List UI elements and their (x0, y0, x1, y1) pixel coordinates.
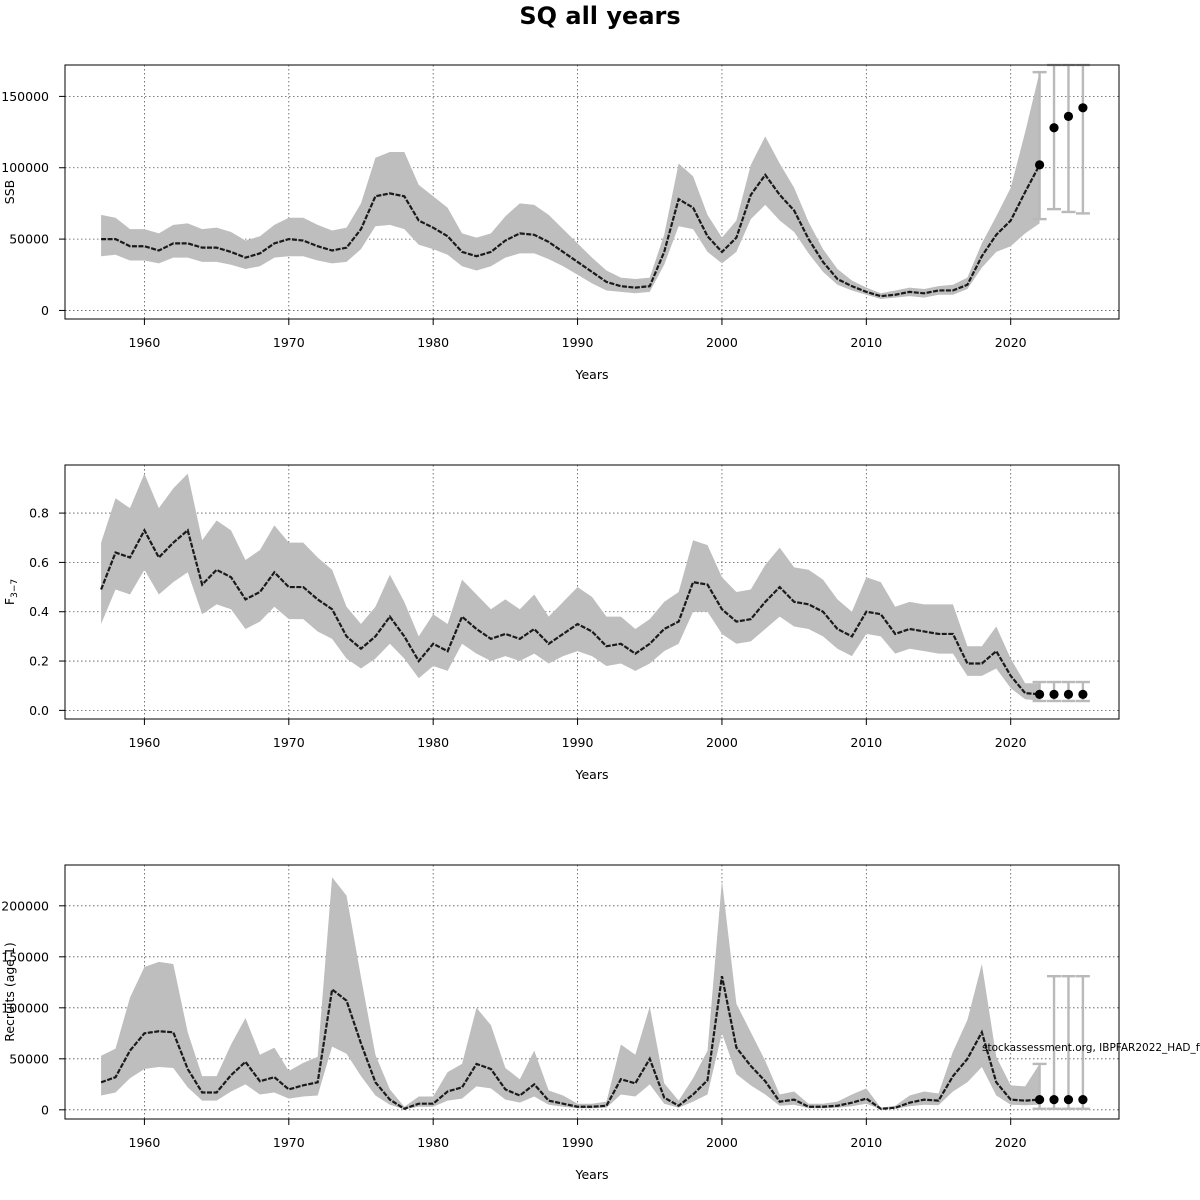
f-confidence-band (101, 473, 1040, 701)
f-plot-frame (64, 464, 1120, 720)
x-tick-label: 1970 (273, 1135, 305, 1150)
ssb-projection-errorbar (1032, 70, 1047, 221)
recruits-projection-point (1049, 1095, 1059, 1105)
recruits-confidence-band (101, 877, 1040, 1110)
recruits-projection-errorbar (1075, 974, 1090, 1110)
y-tick-label: 0.4 (29, 604, 49, 619)
x-tick-label: 2020 (995, 735, 1027, 750)
x-tick-label: 1990 (562, 335, 594, 350)
x-tick-label: 2000 (706, 1135, 738, 1150)
recruits-projection-point (1063, 1095, 1074, 1105)
y-tick-label: 200000 (1, 898, 49, 913)
x-tick-label: 1970 (273, 335, 305, 350)
recruits-projection-point (1078, 1095, 1088, 1105)
ssb-panel: 1960 1970 1980 1990 2000 2010 2020 0 50000 100000… (1, 63, 1120, 382)
ssb-y-axis-label: SSB (2, 180, 17, 204)
f-projection-point (1049, 689, 1059, 699)
x-tick-label: 1960 (129, 335, 161, 350)
ssb-projection-point (1078, 103, 1088, 113)
f-x-axis-label: Years (575, 767, 609, 782)
y-tick-label: 0.8 (29, 506, 49, 521)
x-tick-label: 1960 (129, 1135, 161, 1150)
recruits-projection-errorbar (1047, 974, 1062, 1110)
f-projection-point (1063, 689, 1074, 699)
ssb-confidence-band (101, 72, 1040, 300)
x-tick-label: 1980 (417, 1135, 449, 1150)
x-tick-label: 1990 (562, 1135, 594, 1150)
fishing-mortality-panel: 1960 1970 1980 1990 2000 2010 2020 0.0 0.2 0.4 0.6… (2, 464, 1120, 782)
ssb-projection-point (1049, 123, 1059, 133)
recruits-estimate-line (100, 975, 1040, 1111)
y-tick-label: 0.6 (29, 555, 49, 570)
x-tick-label: 1980 (417, 335, 449, 350)
x-tick-label: 2010 (850, 335, 882, 350)
source-note: stockassessment.org, IBPFAR2022_HAD_fina (982, 1042, 1200, 1054)
y-tick-label: 0 (41, 1102, 49, 1117)
f-projection-point (1078, 689, 1088, 699)
y-tick-label: 150000 (1, 949, 49, 964)
recruits-projection-point (1034, 1095, 1045, 1105)
y-tick-label: 50000 (9, 232, 49, 247)
x-tick-label: 2000 (706, 735, 738, 750)
y-tick-label: 100000 (1, 1000, 49, 1015)
ssb-x-axis-label: Years (575, 367, 609, 382)
ssb-projection-errorbar (1075, 63, 1090, 215)
recruits-projection-errorbar (1061, 974, 1076, 1110)
f-projection-point (1034, 689, 1045, 699)
x-tick-label: 1990 (562, 735, 594, 750)
x-tick-label: 1960 (129, 735, 161, 750)
figure-title: SQ all years (519, 2, 680, 30)
x-tick-label: 1970 (273, 735, 305, 750)
recruits-y-axis-label: Recruits (age 1) (2, 942, 17, 1042)
x-tick-label: 2000 (706, 335, 738, 350)
f-y-axis-label: F3−7 (2, 579, 20, 605)
y-tick-label: 150000 (1, 89, 49, 104)
ssb-projection-errorbar (1061, 63, 1076, 214)
recruits-x-axis-label: Years (575, 1167, 609, 1182)
x-tick-label: 2020 (995, 1135, 1027, 1150)
y-tick-label: 100000 (1, 160, 49, 175)
x-tick-label: 2020 (995, 335, 1027, 350)
y-tick-label: 0.2 (29, 654, 49, 669)
x-tick-label: 2010 (850, 1135, 882, 1150)
ssb-plot-frame (64, 64, 1120, 320)
ssb-projection-point (1063, 111, 1074, 121)
x-tick-label: 2010 (850, 735, 882, 750)
ssb-projection-errorbar (1047, 63, 1062, 211)
ssb-estimate-line (101, 164, 1041, 298)
y-tick-label: 50000 (9, 1051, 49, 1066)
x-tick-label: 1980 (417, 735, 449, 750)
y-tick-label: 0 (41, 303, 49, 318)
recruits-panel: 1960 1970 1980 1990 2000 2010 2020 0 50000 100000… (1, 864, 1120, 1182)
f-estimate-line (100, 528, 1040, 696)
ssb-projection-point (1034, 160, 1045, 170)
recruits-plot-frame (64, 864, 1120, 1120)
y-tick-label: 0.0 (29, 703, 49, 718)
